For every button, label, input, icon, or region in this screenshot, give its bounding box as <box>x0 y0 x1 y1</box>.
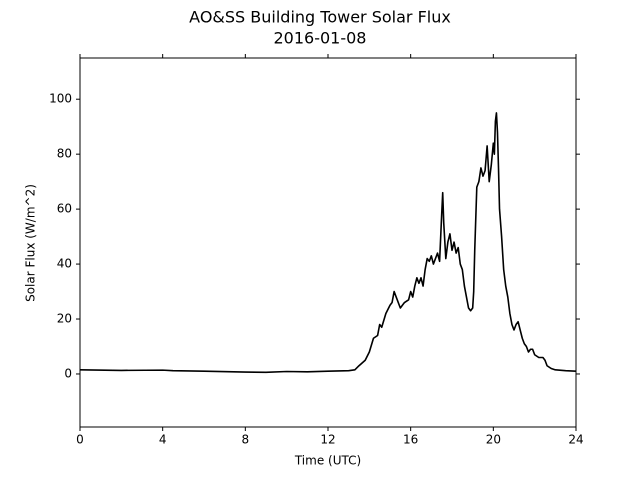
y-tick-label: 0 <box>64 366 72 380</box>
x-tick-label: 16 <box>403 433 418 447</box>
x-tick-label: 12 <box>320 433 335 447</box>
plot-frame <box>79 57 577 428</box>
y-tick-label: 20 <box>57 312 72 326</box>
x-tick-label: 8 <box>242 433 250 447</box>
x-tick-label: 4 <box>159 433 167 447</box>
x-axis-label: Time (UTC) <box>294 454 361 468</box>
x-tick-label: 24 <box>568 433 583 447</box>
y-tick-label: 40 <box>57 257 72 271</box>
x-tick-label: 20 <box>486 433 501 447</box>
data-line <box>79 112 577 374</box>
chart-subtitle: 2016-01-08 <box>274 29 367 48</box>
y-tick-label: 60 <box>57 202 72 216</box>
x-tick-label: 0 <box>76 433 84 447</box>
chart-title: AO&SS Building Tower Solar Flux <box>189 8 451 27</box>
y-axis-label: Solar Flux (W/m^2) <box>24 184 38 302</box>
y-tick-label: 80 <box>57 147 72 161</box>
y-tick-label: 100 <box>49 92 72 106</box>
